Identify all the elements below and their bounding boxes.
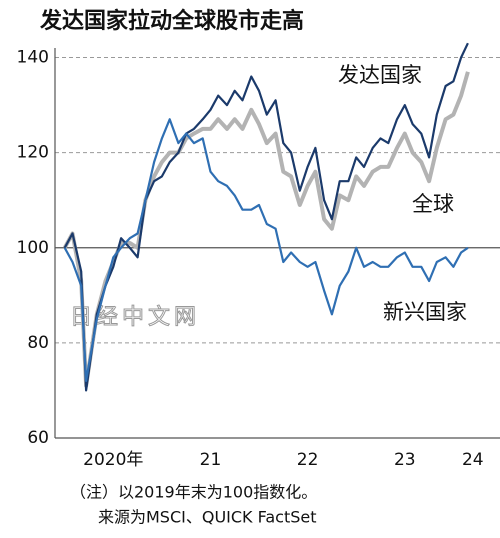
note: （注）以2019年末为100指数化。	[70, 483, 317, 502]
series-label: 发达国家	[338, 63, 422, 87]
chart-title: 发达国家拉动全球股市走高	[39, 8, 304, 34]
y-tick-label: 60	[27, 428, 49, 448]
series-line	[63, 42, 469, 392]
series-line	[63, 118, 469, 382]
series-line	[62, 71, 470, 388]
x-tick-label: 21	[200, 450, 222, 470]
x-tick-label: 24	[462, 450, 484, 470]
series-label: 新兴国家	[383, 300, 467, 324]
x-tick-label: 2020年	[83, 450, 143, 470]
source: 来源为MSCI、QUICK FactSet	[98, 508, 317, 527]
y-tick-label: 100	[17, 238, 49, 258]
watermark: 日经中文网	[70, 305, 200, 330]
y-tick-label: 140	[17, 48, 49, 68]
series-label: 全球	[412, 192, 454, 216]
x-tick-label: 22	[297, 450, 319, 470]
y-tick-label: 120	[17, 143, 49, 163]
x-tick-label: 23	[394, 450, 416, 470]
y-tick-label: 80	[27, 333, 49, 353]
